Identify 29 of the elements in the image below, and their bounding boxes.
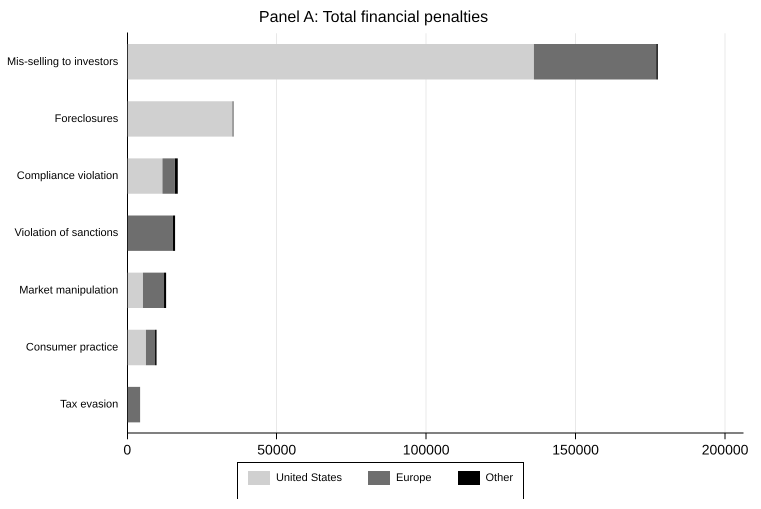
x-tick-label: 100000 xyxy=(402,441,450,458)
chart-title: Panel A: Total financial penalties xyxy=(258,9,488,26)
y-tick-label: Consumer practice xyxy=(26,342,118,354)
bar xyxy=(128,330,146,366)
y-tick-label: Violation of sanctions xyxy=(14,227,119,240)
y-tick-label: Compliance violation xyxy=(16,170,118,182)
bar xyxy=(128,272,143,308)
bar xyxy=(172,215,176,251)
y-tick-label: Tax evasion xyxy=(60,398,118,411)
x-tick-label: 200000 xyxy=(702,441,749,458)
bar xyxy=(174,158,178,194)
bar xyxy=(128,386,140,422)
bar xyxy=(146,330,156,366)
bar xyxy=(128,158,163,194)
legend-label: United States xyxy=(276,472,342,484)
x-tick-label: 50000 xyxy=(257,441,296,458)
bar xyxy=(128,101,232,137)
legend-label: Other xyxy=(486,472,514,484)
x-tick-label: 150000 xyxy=(552,441,600,458)
y-tick-label: Foreclosures xyxy=(54,112,119,125)
legend-label: Europe xyxy=(396,472,432,484)
bar xyxy=(534,44,656,80)
bar xyxy=(142,272,164,308)
bar xyxy=(162,158,175,194)
y-tick-label: Mis-selling to investors xyxy=(6,56,119,68)
x-tick-label: 0 xyxy=(123,441,132,458)
bar xyxy=(128,44,534,80)
y-tick-label: Market manipulation xyxy=(19,284,118,296)
bar xyxy=(128,215,173,251)
